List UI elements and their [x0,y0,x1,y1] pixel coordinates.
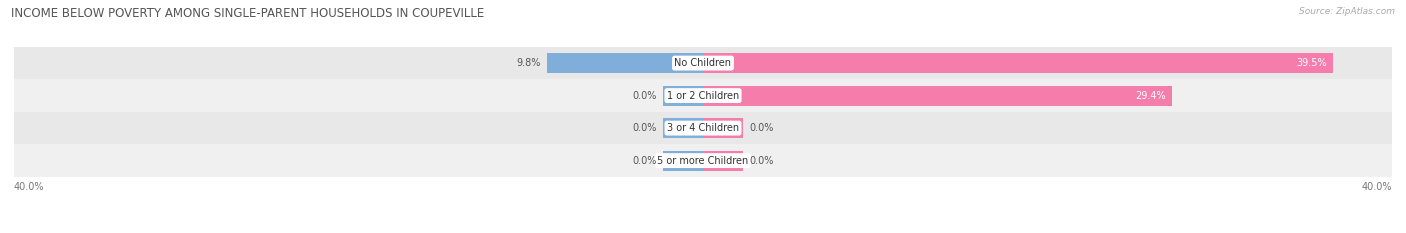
Bar [14,144,1392,177]
Text: 1 or 2 Children: 1 or 2 Children [666,91,740,101]
Legend: Single Father, Single Mother: Single Father, Single Mother [610,231,796,233]
Bar [664,151,703,171]
Bar [703,53,1333,73]
Bar [14,112,1392,144]
Text: 40.0%: 40.0% [1361,182,1392,192]
Bar [703,86,1171,106]
Text: 0.0%: 0.0% [633,123,657,133]
Text: No Children: No Children [675,58,731,68]
Text: 29.4%: 29.4% [1135,91,1166,101]
Text: 3 or 4 Children: 3 or 4 Children [666,123,740,133]
Bar [14,79,1392,112]
Text: 0.0%: 0.0% [749,123,773,133]
Text: 9.8%: 9.8% [516,58,540,68]
Bar [664,86,703,106]
Text: 0.0%: 0.0% [633,91,657,101]
Bar [14,47,1392,79]
Text: 0.0%: 0.0% [749,156,773,166]
Text: 0.0%: 0.0% [633,156,657,166]
Text: 5 or more Children: 5 or more Children [658,156,748,166]
Text: INCOME BELOW POVERTY AMONG SINGLE-PARENT HOUSEHOLDS IN COUPEVILLE: INCOME BELOW POVERTY AMONG SINGLE-PARENT… [11,7,485,20]
Text: Source: ZipAtlas.com: Source: ZipAtlas.com [1299,7,1395,16]
Bar [664,118,703,138]
Bar [547,53,703,73]
Bar [703,151,742,171]
Text: 39.5%: 39.5% [1296,58,1326,68]
Bar [703,118,742,138]
Text: 40.0%: 40.0% [14,182,45,192]
